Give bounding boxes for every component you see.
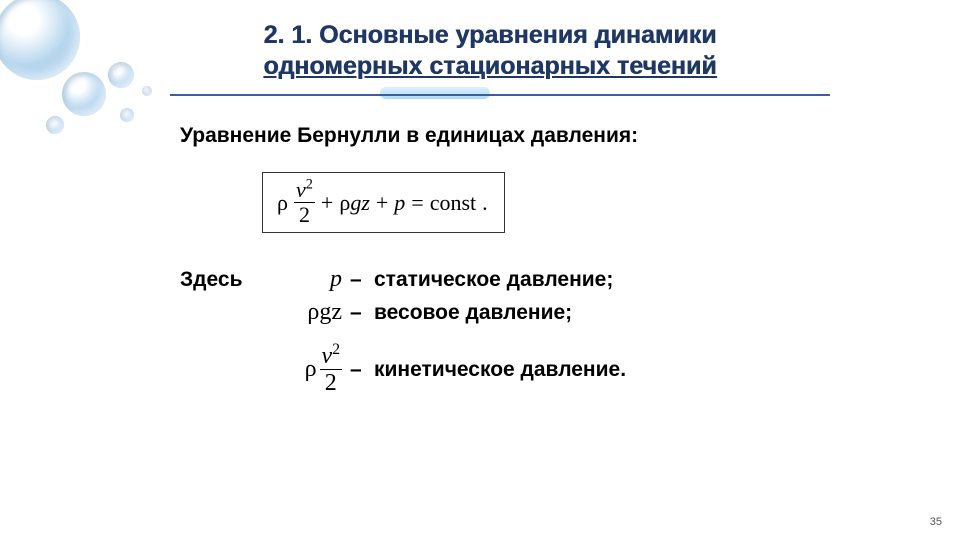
bubble-deco	[142, 86, 152, 96]
eq-numerator: v2	[294, 179, 315, 202]
eq-plus-1: +	[321, 190, 333, 216]
eq-denominator: 2	[297, 203, 312, 226]
def-kinetic-symbol: ρ v2 2	[270, 344, 350, 395]
subtitle: Уравнение Бернулли в единицах давления:	[180, 124, 638, 148]
title-rule	[170, 94, 830, 106]
bernoulli-equation-box: ρ v2 2 + ρgz + p = const .	[262, 172, 505, 233]
title-line-2: одномерных стационарных течений	[263, 52, 716, 80]
bubble-deco	[108, 62, 134, 88]
eq-p: p	[394, 190, 405, 216]
def-rhogz-text: весовое давление;	[374, 301, 572, 325]
eq-fraction: v2 2	[294, 179, 315, 226]
eq-dot: .	[482, 190, 488, 216]
def-p-symbol: p	[270, 266, 350, 293]
title-line-1: 2. 1. Основные уравнения динамики	[263, 21, 716, 49]
def-row-kinetic: ρ v2 2 – кинетическое давление.	[180, 344, 626, 395]
def-here-label: Здесь	[180, 268, 270, 292]
bubble-deco	[62, 72, 106, 116]
def-rhogz-symbol: ρgz	[270, 299, 350, 326]
eq-rho: ρ	[277, 190, 288, 216]
page-number: 35	[930, 516, 942, 528]
eq-const: const	[430, 190, 476, 216]
eq-rhogz: ρgz	[339, 190, 370, 216]
def-dash: –	[350, 301, 374, 325]
def-row-static: Здесь p – статическое давление;	[180, 266, 626, 293]
rule-line	[170, 94, 830, 96]
def-dash: –	[350, 268, 374, 292]
def-kinetic-text: кинетическое давление.	[374, 358, 626, 382]
eq-equals: =	[411, 190, 423, 216]
slide-title: 2. 1. Основные уравнения динамики одноме…	[195, 20, 785, 83]
bubble-deco	[120, 108, 134, 122]
def-row-weight: ρgz – весовое давление;	[180, 299, 626, 326]
definitions: Здесь p – статическое давление; ρgz – ве…	[180, 266, 626, 401]
eq-plus-2: +	[376, 190, 388, 216]
rule-accent-pill	[380, 87, 490, 99]
bubble-deco	[46, 116, 64, 134]
bubble-deco	[0, 0, 80, 80]
def-dash: –	[350, 358, 374, 382]
def-p-text: статическое давление;	[374, 268, 613, 292]
